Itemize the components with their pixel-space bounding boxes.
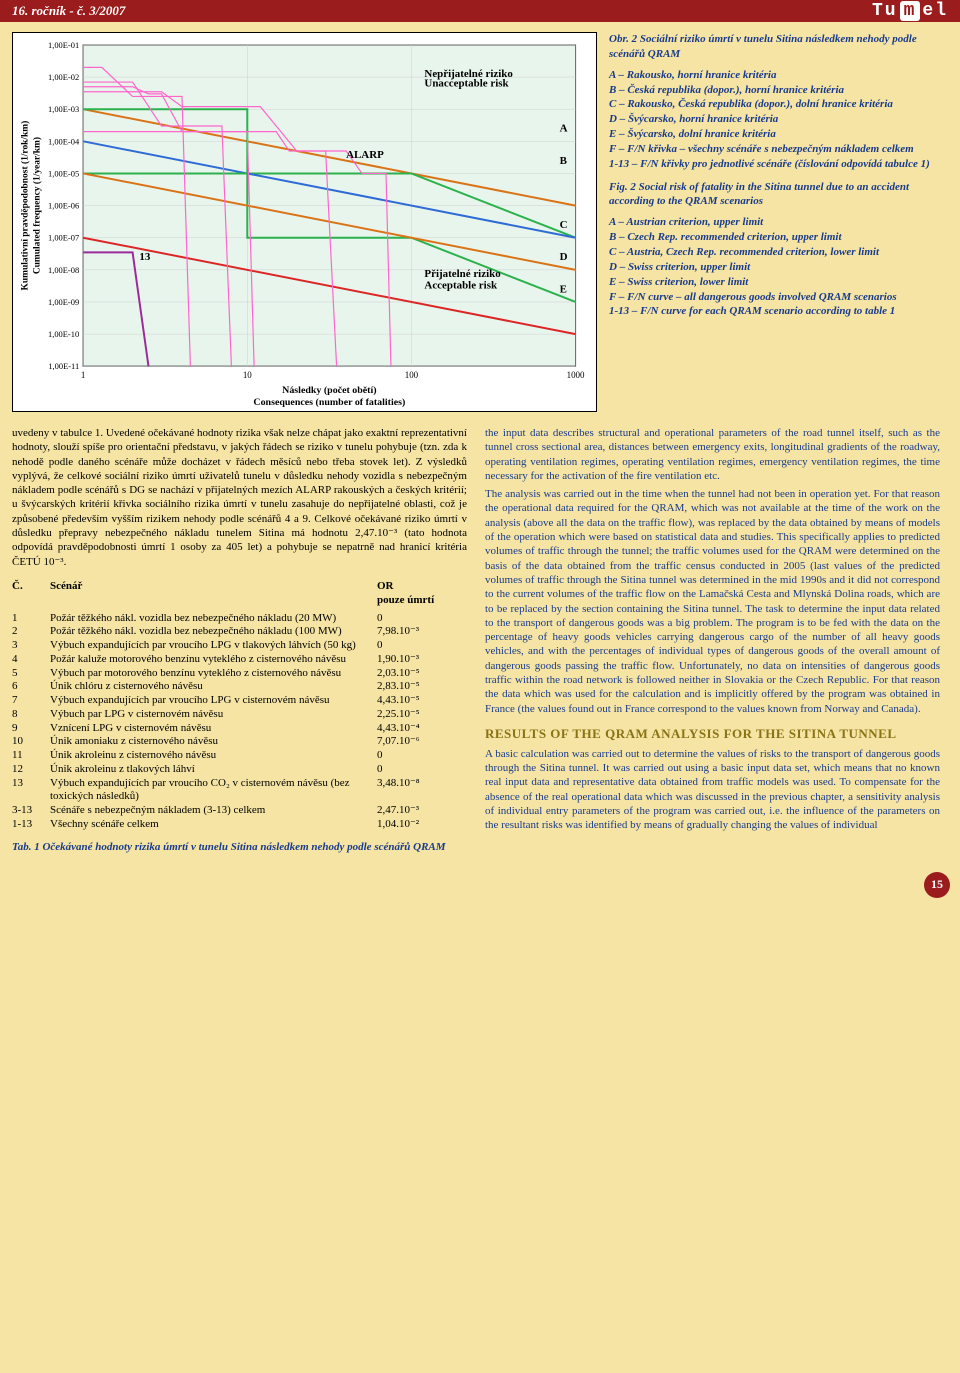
figure-row: 1,00E-01 1,00E-02 1,00E-03 1,00E-04 1,00E-05… [12,32,948,412]
table-row: 1-13Všechny scénáře celkem1,04.10⁻² [12,818,467,832]
table-row: 1Požár těžkého nákl. vozidla bez nebezpe… [12,612,467,626]
svg-text:1,00E-01: 1,00E-01 [48,40,79,50]
table-row: 3-13Scénáře s nebezpečným nákladem (3-13… [12,804,467,818]
right-para-3: A basic calculation was carried out to d… [485,747,940,833]
svg-text:1,00E-02: 1,00E-02 [48,72,79,82]
journal-logo: Tumel [872,1,948,21]
svg-text:C: C [560,219,568,231]
table-caption: Tab. 1 Očekávané hodnoty rizika úmrtí v … [12,840,467,854]
svg-text:E: E [560,283,567,295]
left-column: uvedeny v tabulce 1. Uvedené očekávané h… [12,426,467,854]
f-n-chart: 1,00E-01 1,00E-02 1,00E-03 1,00E-04 1,00E-05… [12,32,597,412]
svg-text:Přijatelné riziko: Přijatelné riziko [424,268,501,280]
svg-text:1,00E-03: 1,00E-03 [48,104,79,114]
table-row: 3Výbuch expandujících par vroucího LPG v… [12,639,467,653]
page-body: 1,00E-01 1,00E-02 1,00E-03 1,00E-04 1,00E-05… [0,22,960,864]
svg-text:10: 10 [243,370,252,380]
left-paragraph: uvedeny v tabulce 1. Uvedené očekávané h… [12,426,467,569]
scenario-table: Č. Scénář OR pouze úmrtí 1Požár těžkého … [12,579,467,854]
svg-text:100: 100 [405,370,419,380]
svg-text:B: B [560,155,567,167]
table-row: 10Únik amoniaku z cisternového návěsu7,0… [12,735,467,749]
svg-text:Unacceptable risk: Unacceptable risk [424,78,509,90]
svg-text:1,00E-06: 1,00E-06 [48,201,79,211]
section-heading: RESULTS OF THE QRAM ANALYSIS FOR THE SIT… [485,726,940,743]
page-number: 15 [924,872,950,898]
issue-label: 16. ročník - č. 3/2007 [12,3,125,19]
right-para-1: the input data describes structural and … [485,426,940,483]
caption-cz-items: A – Rakousko, horní hranice kritériaB – … [609,68,948,172]
svg-text:Cumulated frequency (1/year/km: Cumulated frequency (1/year/km) [31,137,42,274]
svg-text:Kumulativní pravděpodobnost (1: Kumulativní pravděpodobnost (1/rok/km) [19,121,30,291]
right-para-2: The analysis was carried out in the time… [485,487,940,716]
table-row: 2Požár těžkého nákl. vozidla bez nebezpe… [12,625,467,639]
svg-text:Následky (počet obětí): Následky (počet obětí) [282,385,376,396]
svg-text:Acceptable risk: Acceptable risk [424,280,498,292]
caption-en-items: A – Austrian criterion, upper limitB – C… [609,215,948,319]
table-row: 7Výbuch expandujících par vroucího LPG v… [12,694,467,708]
table-header-row: Č. Scénář OR pouze úmrtí [12,579,467,608]
table-row: 9Vznícení LPG v cisternovém návěsu4,43.1… [12,722,467,736]
table-row: 4Požár kaluže motorového benzínu vyteklé… [12,653,467,667]
svg-text:Consequences (number of fatali: Consequences (number of fatalities) [253,397,405,408]
svg-text:1,00E-07: 1,00E-07 [48,233,79,243]
svg-text:D: D [560,251,568,263]
svg-text:13: 13 [139,251,150,263]
svg-text:A: A [560,123,568,135]
svg-text:1,00E-11: 1,00E-11 [48,361,79,371]
page-header: 16. ročník - č. 3/2007 Tumel [0,0,960,22]
table-row: 11Únik akroleinu z cisternového návěsu0 [12,749,467,763]
right-column: the input data describes structural and … [485,426,940,854]
figure-caption: Obr. 2 Sociální riziko úmrtí v tunelu Si… [609,32,948,412]
table-row: 13Výbuch expandujících par vroucího CO₂ … [12,777,467,805]
table-row: 8Výbuch par LPG v cisternovém návěsu2,25… [12,708,467,722]
svg-text:1,00E-05: 1,00E-05 [48,168,79,178]
svg-text:1,00E-04: 1,00E-04 [48,136,80,146]
svg-text:ALARP: ALARP [346,149,384,161]
svg-text:1: 1 [81,370,85,380]
svg-text:1,00E-09: 1,00E-09 [48,297,79,307]
svg-text:1,00E-08: 1,00E-08 [48,265,79,275]
table-row: 12Únik akroleinu z tlakových láhví0 [12,763,467,777]
table-row: 5Výbuch par motorového benzínu vyteklého… [12,667,467,681]
text-columns: uvedeny v tabulce 1. Uvedené očekávané h… [12,426,948,854]
svg-text:1,00E-10: 1,00E-10 [48,329,79,339]
table-row: 6Únik chlóru z cisternového návěsu2,83.1… [12,680,467,694]
svg-text:1000: 1000 [567,370,585,380]
